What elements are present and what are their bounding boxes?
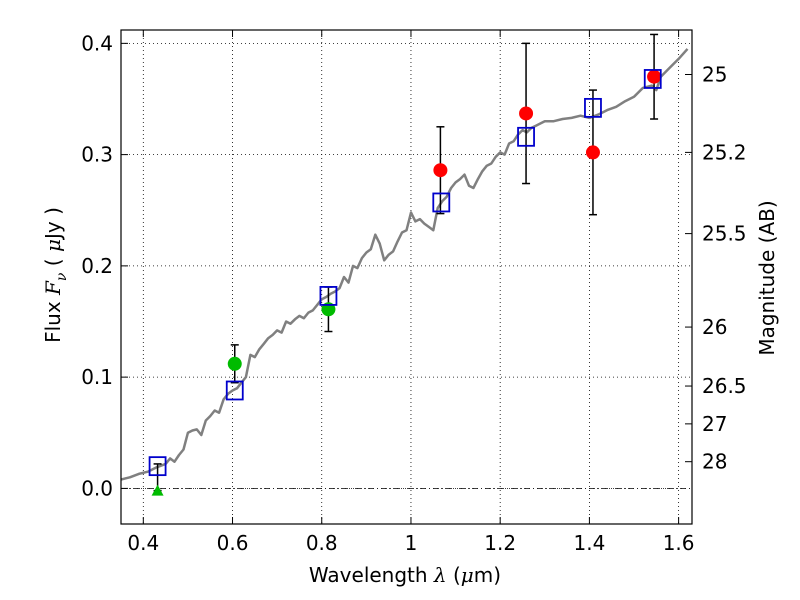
x-axis-label-units-close: m) [474, 563, 501, 587]
x-axis-label-prefix: Wavelength [309, 563, 434, 587]
y-tick-label: 0.4 [81, 31, 113, 55]
model-band-square [148, 456, 167, 477]
x-tick-label: 1.6 [663, 531, 695, 555]
y-axis-label-nu: ν [54, 272, 70, 281]
y-axis-label: Flux Fν ( μJy ) [41, 207, 70, 343]
mag-tick-label: 25.2 [702, 140, 747, 164]
plot-frame [120, 29, 693, 525]
x-axis-label-units-open: ( [447, 563, 461, 587]
y-tick-label: 0.1 [81, 365, 113, 389]
red-point [433, 163, 448, 178]
x-tick-label: 1 [405, 531, 418, 555]
model-band-square [517, 126, 535, 147]
mag-tick-label: 25 [702, 63, 727, 87]
model-band-square [319, 286, 338, 306]
mag-tick-label: 26.5 [702, 374, 747, 398]
plot-content [121, 33, 689, 496]
x-axis-label: Wavelength λ (μm) [309, 563, 501, 587]
mag-tick-label: 27 [702, 412, 727, 436]
mag-tick-label: 25.5 [702, 222, 747, 246]
y-axis-label-prefix: Flux [41, 295, 65, 343]
ticks: 0.4 0.6 0.8 1 1.2 1.4 1.6 0.0 0.1 0.2 0.3 0.4 25 25.2… [81, 30, 747, 555]
y-tick-label: 0.3 [81, 143, 113, 167]
upper-limit-triangle [151, 484, 164, 496]
x-tick-label: 0.6 [217, 531, 249, 555]
y-axis-label-F: F [41, 280, 65, 296]
red-point [647, 69, 662, 84]
y-tick-label: 0.2 [81, 254, 113, 278]
y-tick-label: 0.0 [81, 476, 113, 500]
x-axis-label-lambda: λ [433, 563, 447, 587]
model-band-square [643, 69, 662, 89]
x-tick-label: 1.2 [484, 531, 516, 555]
green-point [227, 356, 242, 371]
mag-tick-label: 28 [702, 450, 727, 474]
y-axis-label-units-close: Jy ) [41, 207, 65, 241]
x-tick-label: 0.4 [127, 531, 159, 555]
x-tick-label: 0.8 [306, 531, 338, 555]
model-band-square [225, 380, 244, 401]
x-axis-label-mu: μ [461, 563, 474, 587]
red-point [519, 106, 534, 121]
model-band-square [432, 192, 451, 213]
mag-tick-label: 26 [702, 315, 727, 339]
red-point [585, 145, 600, 160]
right-axis-label: Magnitude (AB) [755, 200, 779, 355]
y-axis-label-mu: μ [41, 239, 65, 252]
model-band-square [584, 97, 602, 118]
x-tick-label: 1.4 [573, 531, 605, 555]
model-spectrum-line [121, 48, 689, 481]
y-axis-label-units-open: ( [41, 252, 65, 273]
